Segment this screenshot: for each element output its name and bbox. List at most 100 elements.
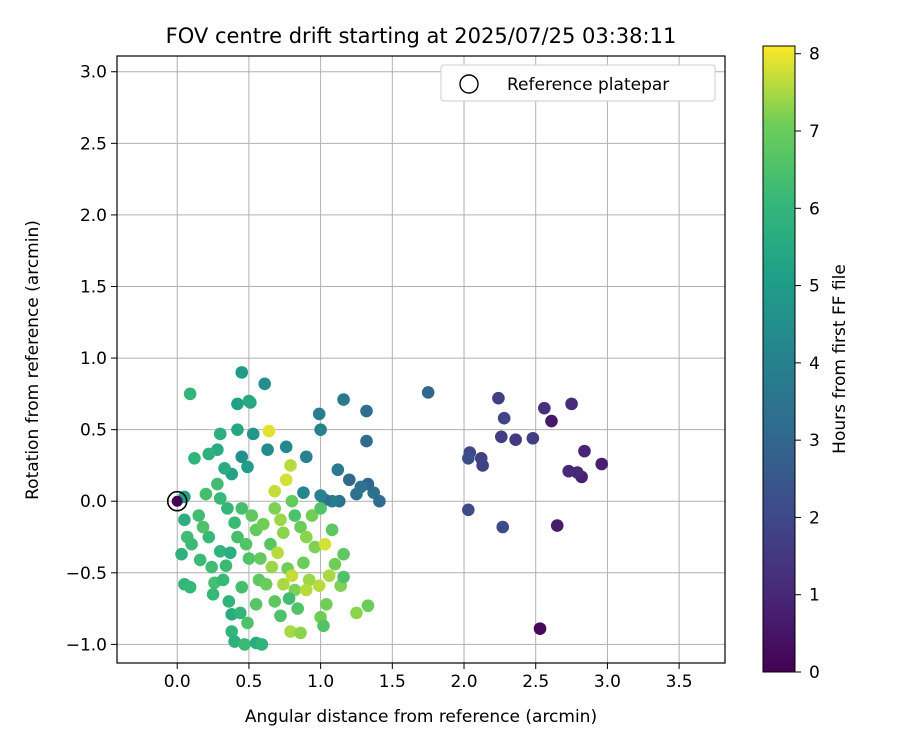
scatter-point: [238, 638, 251, 651]
scatter-point: [318, 537, 332, 551]
scatter-point: [545, 414, 558, 428]
scatter-point: [328, 557, 342, 571]
colorbar-label: Hours from first FF file: [830, 264, 850, 454]
scatter-point: [533, 622, 547, 635]
scatter-point: [285, 569, 299, 582]
scatter-point: [350, 606, 363, 620]
scatter-point: [235, 502, 249, 515]
x-tick-label: 1.0: [307, 672, 334, 692]
y-tick-label: 2.0: [80, 206, 107, 226]
scatter-point: [274, 609, 287, 623]
colorbar-tick-label: 4: [809, 354, 820, 374]
scatter-point: [565, 397, 578, 411]
scatter-point: [314, 489, 327, 502]
scatter-point: [271, 546, 284, 560]
scatter-point: [299, 530, 313, 544]
scatter-point: [202, 447, 216, 461]
scatter-point: [421, 386, 435, 399]
scatter-point: [235, 580, 249, 594]
scatter-point: [361, 599, 375, 613]
scatter-point: [199, 487, 213, 501]
scatter-point: [492, 391, 505, 405]
scatter-point: [288, 509, 302, 522]
scatter-point: [202, 530, 216, 544]
scatter-point: [294, 520, 307, 534]
scatter-point: [302, 573, 316, 587]
legend: Reference platepar: [440, 64, 716, 102]
scatter-point: [262, 424, 276, 438]
legend-marker-icon: [459, 74, 479, 94]
x-tick-label: 3.5: [666, 672, 693, 692]
scatter-point: [241, 460, 254, 474]
scatter-point: [192, 509, 206, 522]
colorbar-tick-label: 7: [809, 122, 820, 142]
scatter-point: [331, 463, 345, 477]
x-tick-label: 0.5: [235, 672, 262, 692]
scatter-point: [279, 473, 293, 487]
x-axis-ticks: 0.0 0.5 1.0 1.5 2.0 2.5 3.0 3.5: [164, 663, 693, 692]
scatter-point: [258, 377, 271, 391]
scatter-point: [188, 451, 201, 465]
scatter-point: [193, 553, 207, 567]
scatter-point: [222, 595, 236, 608]
scatter-point: [242, 552, 256, 565]
colorbar-ticks: 0 1 2 3 4 5 6 7 8: [795, 45, 820, 683]
scatter-point: [231, 423, 244, 436]
scatter-point: [299, 583, 313, 597]
scatter-point: [213, 545, 227, 558]
scatter-point: [462, 503, 475, 517]
scatter-point: [235, 366, 249, 379]
data-points: [175, 366, 608, 651]
scatter-point: [497, 411, 511, 425]
scatter-point: [261, 443, 274, 456]
scatter-point: [595, 457, 608, 471]
scatter-point: [297, 556, 310, 570]
scatter-point: [322, 569, 336, 582]
colorbar-tick-label: 3: [809, 431, 820, 451]
scatter-point: [213, 492, 227, 505]
x-tick-label: 3.0: [594, 672, 621, 692]
x-tick-label: 1.5: [379, 672, 406, 692]
scatter-point: [360, 434, 373, 448]
y-tick-label: 0.5: [80, 421, 107, 441]
scatter-point: [264, 537, 277, 551]
scatter-point: [277, 526, 290, 540]
scatter-point: [294, 626, 307, 640]
scatter-point: [337, 393, 350, 406]
grid-lines: [117, 56, 725, 663]
scatter-point: [291, 602, 304, 615]
y-axis-label: Rotation from reference (arcmin): [23, 220, 43, 500]
scatter-point: [265, 560, 279, 574]
scatter-point: [255, 638, 269, 651]
y-tick-label: 1.5: [80, 277, 107, 297]
scatter-point: [495, 430, 508, 444]
scatter-point: [245, 509, 259, 522]
scatter-point: [218, 462, 231, 475]
scatter-point: [462, 451, 475, 465]
y-tick-label: −0.5: [66, 564, 107, 584]
scatter-point: [178, 513, 191, 527]
scatter-point: [474, 451, 488, 465]
y-tick-label: 2.5: [80, 134, 107, 154]
scatter-point: [305, 509, 319, 522]
y-tick-label: 3.0: [80, 63, 107, 83]
colorbar-tick-label: 1: [809, 586, 820, 606]
scatter-point: [562, 464, 575, 478]
scatter-point: [249, 598, 263, 611]
scatter-point: [360, 404, 373, 418]
scatter-point: [185, 537, 198, 551]
scatter-point: [196, 520, 210, 534]
colorbar-tick-label: 2: [809, 508, 820, 528]
scatter-point: [526, 431, 540, 445]
scatter-point: [223, 546, 237, 560]
scatter-point: [221, 502, 234, 515]
scatter-point: [234, 606, 247, 620]
x-axis-label: Angular distance from reference (arcmin): [245, 707, 597, 727]
chart-title: FOV centre drift starting at 2025/07/25 …: [166, 24, 677, 48]
scatter-point: [550, 519, 564, 532]
scatter-point: [242, 394, 256, 408]
scatter-point: [259, 577, 273, 591]
y-tick-label: −1.0: [66, 635, 107, 655]
